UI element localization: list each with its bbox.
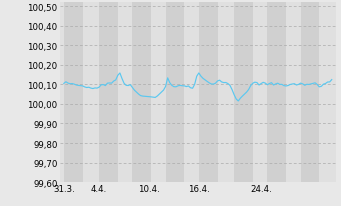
Bar <box>267 3 286 182</box>
Bar <box>199 3 218 182</box>
Bar <box>64 3 83 182</box>
Bar <box>99 3 118 182</box>
Bar <box>132 3 151 182</box>
Bar <box>300 3 319 182</box>
Bar <box>234 3 253 182</box>
Bar <box>166 3 184 182</box>
